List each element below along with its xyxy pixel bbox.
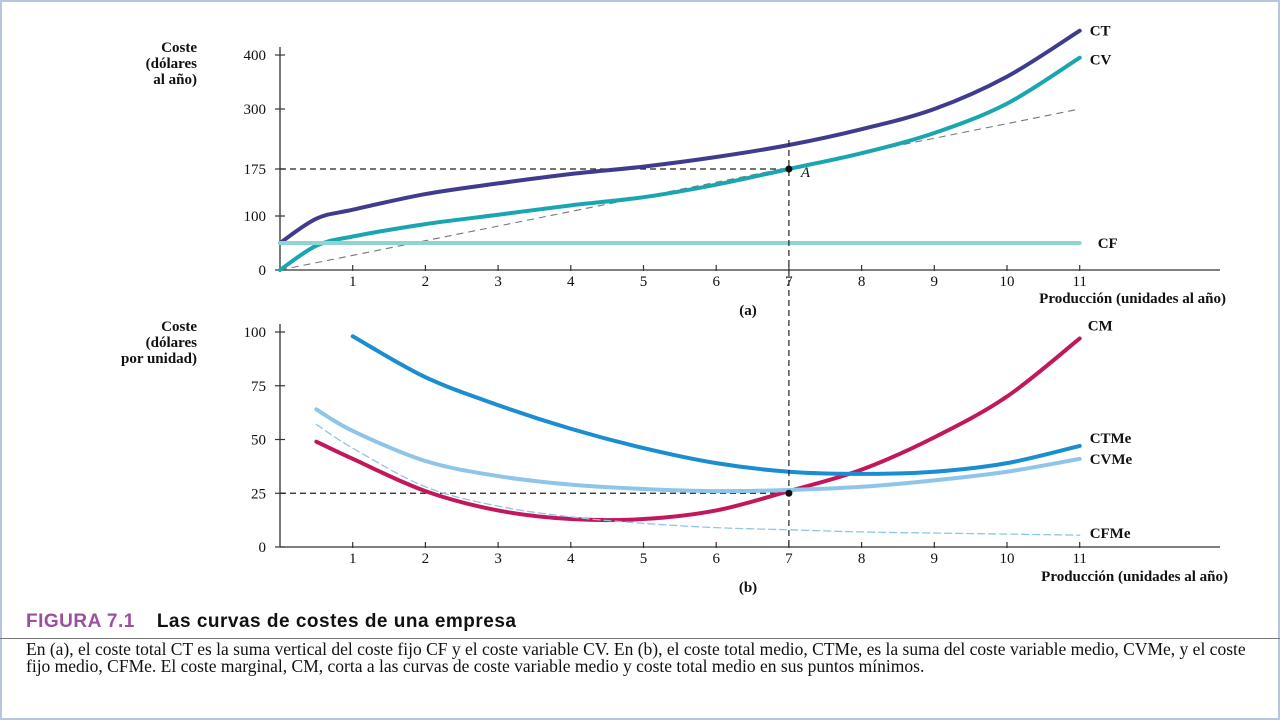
y-tick-label: 75 xyxy=(251,379,266,395)
y-tick-label: 100 xyxy=(244,209,267,225)
reference-point xyxy=(785,489,793,497)
x-tick-label: 2 xyxy=(422,274,430,290)
y-tick-label: 300 xyxy=(244,102,267,118)
panel-label: (b) xyxy=(739,580,757,596)
x-tick-label: 2 xyxy=(422,551,430,567)
y-axis-title: por unidad) xyxy=(121,351,197,367)
x-tick-label: 11 xyxy=(1072,551,1086,567)
x-tick-label: 1 xyxy=(349,551,357,567)
y-tick-label: 100 xyxy=(244,325,267,341)
series-ctme-line xyxy=(350,334,1082,476)
series-ct-label: CT xyxy=(1090,24,1111,40)
y-tick-label: 25 xyxy=(251,486,266,502)
x-axis-title: Producción (unidades al año) xyxy=(1039,291,1226,307)
x-tick-label: 8 xyxy=(858,274,866,290)
x-tick-label: 4 xyxy=(567,274,575,290)
x-tick-label: 1 xyxy=(349,274,357,290)
series-ct-line xyxy=(278,28,1082,245)
series-ctme-label: CTMe xyxy=(1090,431,1132,447)
x-tick-label: 5 xyxy=(640,551,648,567)
y-axis-title: al año) xyxy=(153,72,197,88)
figure-title: Las curvas de costes de una empresa xyxy=(156,611,517,632)
y-axis-title: Coste xyxy=(161,319,197,335)
x-tick-label: 6 xyxy=(712,551,720,567)
figure-number: FIGURA 7.1 xyxy=(26,611,135,632)
reference-point xyxy=(785,165,793,173)
series-cv-label: CV xyxy=(1090,53,1112,69)
panel-label: (a) xyxy=(739,303,757,319)
series-cm-label: CM xyxy=(1088,318,1113,334)
y-axis-title: (dólares xyxy=(146,335,198,351)
x-tick-label: 10 xyxy=(1000,551,1015,567)
point-label: A xyxy=(800,165,811,181)
series-cfme-line xyxy=(315,423,1081,536)
y-tick-label: 0 xyxy=(259,540,267,556)
x-tick-label: 8 xyxy=(858,551,866,567)
x-tick-label: 9 xyxy=(931,551,939,567)
series-cvme-line xyxy=(314,407,1082,494)
x-tick-label: 6 xyxy=(712,274,720,290)
series-cfme-label: CFMe xyxy=(1090,526,1131,542)
caption-title: FIGURA 7.1 Las curvas de costes de una em… xyxy=(26,611,1266,635)
x-tick-label: 3 xyxy=(494,274,502,290)
y-tick-label: 400 xyxy=(244,48,267,64)
figure-caption: FIGURA 7.1 Las curvas de costes de una em… xyxy=(0,611,1280,676)
x-tick-label: 7 xyxy=(785,551,793,567)
y-tick-label: 0 xyxy=(259,263,267,279)
series-cvme-label: CVMe xyxy=(1090,452,1133,468)
x-tick-label: 9 xyxy=(931,274,939,290)
series-cf-label: CF xyxy=(1098,236,1118,252)
x-tick-label: 3 xyxy=(494,551,502,567)
series-cm-line xyxy=(314,336,1082,523)
x-tick-label: 5 xyxy=(640,274,648,290)
y-axis-title: (dólares xyxy=(146,56,198,72)
x-tick-label: 10 xyxy=(1000,274,1015,290)
y-tick-label: 50 xyxy=(251,433,266,449)
x-axis-title: Producción (unidades al año) xyxy=(1041,569,1228,585)
y-axis-title: Coste xyxy=(161,40,197,56)
caption-text: En (a), el coste total CT es la suma ver… xyxy=(26,639,1246,676)
x-tick-label: 11 xyxy=(1072,274,1086,290)
series-cv-line xyxy=(278,55,1082,272)
y-tick-label: 175 xyxy=(244,162,267,178)
caption-divider xyxy=(0,638,1280,639)
x-tick-label: 4 xyxy=(567,551,575,567)
